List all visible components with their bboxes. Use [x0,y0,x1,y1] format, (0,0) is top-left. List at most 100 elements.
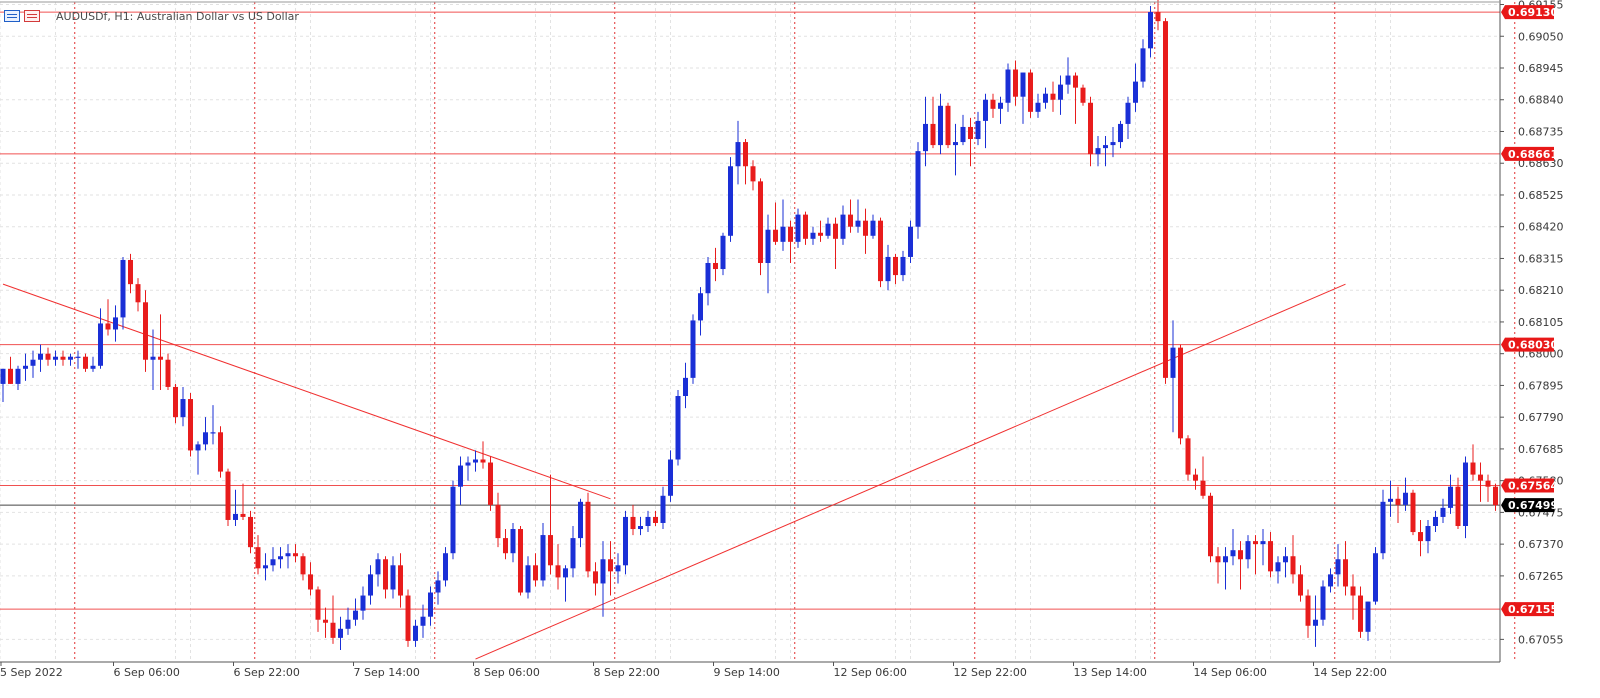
candle-body [1478,474,1483,481]
bear-candle [300,553,306,581]
bull-candle [203,417,208,451]
bear-candle [818,220,823,242]
bull-candle [1140,39,1146,88]
bear-candle [323,607,328,638]
candle-body [45,353,51,360]
bull-candle [1425,519,1431,554]
chart-list-icon[interactable] [4,10,20,22]
candle-body [218,432,223,472]
bull-candle [450,480,456,560]
candle-body [98,323,103,366]
bear-candle [165,353,171,390]
candle-body [308,574,313,590]
price-tag-bg [1501,602,1554,617]
candle-body [840,214,846,239]
bull-candle [1133,63,1138,112]
candle-body [1433,516,1438,527]
candle-body [1073,75,1078,88]
candle-body [1148,12,1153,49]
trendlines[interactable] [2,283,1346,660]
bull-candle [465,456,471,481]
bear-candle [1418,519,1423,557]
bear-candle [533,553,538,587]
bear-candle [1305,589,1311,638]
bear-candle [1013,60,1018,106]
bull-candle [428,586,433,626]
candle-body [945,105,951,146]
bull-candle [855,199,861,233]
candle-body [1140,48,1146,82]
bear-candle [158,314,163,390]
bear-candle [630,504,636,536]
bear-candle [1028,69,1033,118]
candle-body [480,459,486,463]
bull-candle [263,553,268,581]
candle-body [203,432,208,445]
bull-candle [345,607,351,635]
candle-body [525,565,531,593]
y-tick-label: 0.68315 [1518,252,1564,265]
candle-body [443,553,448,581]
bear-candle [255,535,261,575]
bull-candle [668,450,673,502]
bear-candle [788,220,793,263]
candle-body [570,538,576,569]
candle-body [383,559,388,590]
x-tick-label: 9 Sep 14:00 [714,666,780,679]
bull-candle [795,208,801,248]
bull-candle [443,547,448,587]
title-icons[interactable] [4,10,40,22]
candle-body [1335,559,1341,575]
candle-body [1418,532,1423,542]
candle-body [668,459,673,496]
bull-candle [1275,556,1281,584]
bear-candle [833,217,838,270]
candle-body [960,126,966,143]
bear-candle [405,589,411,647]
session-separators [74,2,1516,662]
candle-body [1110,142,1116,146]
candle-body [1035,102,1041,112]
bear-candle [1073,72,1078,124]
price-tag-bg [1501,146,1554,161]
bear-candle [555,544,561,590]
candle-body [450,486,456,554]
candle-body [1410,492,1416,533]
bull-candle [278,547,283,569]
y-tick-label: 0.67895 [1518,379,1564,392]
candle-body [1395,498,1401,505]
bear-candle [1290,535,1296,584]
x-tick-label: 5 Sep 2022 [0,666,63,679]
horizontal-levels[interactable] [0,11,1500,610]
indicator-icon[interactable] [24,10,40,22]
candle-body [233,513,238,520]
candle-body [1373,553,1378,602]
bull-candle [998,96,1003,124]
price-tag-text: 0.68661 [1508,148,1558,161]
bear-candle [308,562,313,596]
candle-body [1193,474,1198,481]
x-tick-label: 8 Sep 22:00 [594,666,660,679]
candle-body [1215,556,1221,563]
trendline[interactable] [475,283,1346,660]
y-tick-label: 0.67790 [1518,411,1564,424]
candle-body [593,571,598,584]
candle-body [1298,574,1303,596]
bull-candle [638,516,643,536]
bull-candle [983,93,988,149]
bull-candle [90,356,96,372]
bear-candle [863,208,868,254]
time-axis[interactable]: 5 Sep 2022 6 Sep 06:00 6 Sep 22:00 7 Sep 14… [0,662,1387,679]
price-tag-bg [1501,337,1554,352]
bull-candle [1125,96,1131,140]
bull-candle [1448,474,1453,514]
candle-body [878,220,883,282]
bear-candle [518,526,523,596]
bear-candle [480,441,486,469]
trendline[interactable] [2,283,611,500]
candle-body [758,181,763,263]
candle-body [1103,145,1108,149]
candle-body [390,565,396,590]
